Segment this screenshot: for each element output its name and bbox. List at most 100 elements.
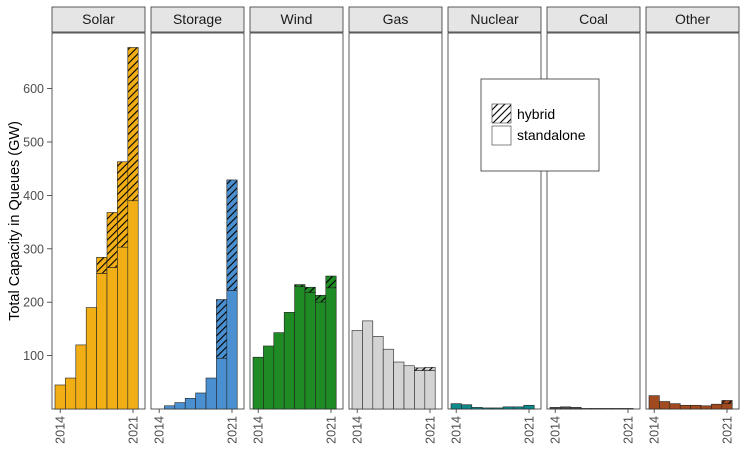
bar-storage-2016-standalone (174, 402, 186, 410)
bar-other-2016-standalone (669, 403, 681, 410)
bar-nuclear-2016-standalone (471, 407, 483, 410)
bar-solar-2019-hybrid-hatch (106, 212, 118, 268)
panel-other (645, 32, 740, 410)
y-axis-title: Total Capacity in Queues (GW) (7, 121, 23, 321)
bar-storage-2015-standalone (164, 405, 176, 410)
x-tick-label-coal-2014: 2014 (549, 416, 563, 444)
bar-gas-2021-hybrid-hatch (424, 367, 436, 371)
legend-box (480, 78, 600, 172)
x-tick-label-wind-2014: 2014 (252, 416, 266, 444)
bar-storage-2021-hybrid-hatch (226, 179, 238, 291)
y-tick-label-600: 600 (23, 82, 44, 96)
bar-nuclear-2018-standalone (492, 407, 504, 410)
bar-gas-2015-standalone (362, 320, 374, 410)
strip-wind (249, 6, 344, 33)
bar-other-2021-standalone (721, 403, 733, 410)
x-tick-label-other-2014: 2014 (648, 416, 662, 444)
strip-label-wind: Wind (281, 11, 313, 27)
x-tick-label-solar-2021: 2021 (127, 416, 141, 444)
strip-label-storage: Storage (173, 11, 222, 27)
x-tick-label-gas-2014: 2014 (351, 416, 365, 444)
bar-storage-2021-standalone (226, 290, 238, 410)
bar-nuclear-2017-standalone (481, 407, 493, 410)
x-tick-label-wind-2021: 2021 (325, 416, 339, 444)
bar-other-2021-hybrid-hatch (721, 400, 733, 404)
bar-other-2020-standalone (711, 403, 723, 410)
bar-solar-2017-standalone (85, 307, 97, 410)
strip-gas (348, 6, 443, 33)
legend: hybrid standalone (480, 78, 600, 172)
strip-solar (51, 6, 146, 33)
x-tick-label-storage-2021: 2021 (226, 416, 240, 444)
bar-wind-2018-standalone (294, 286, 306, 410)
y-tick-label-100: 100 (23, 349, 44, 363)
y-tick-label-500: 500 (23, 136, 44, 150)
bar-coal-2017-standalone (580, 408, 592, 410)
bar-other-2019-standalone (700, 405, 712, 410)
legend-key-standalone (491, 125, 512, 146)
strip-other (645, 6, 740, 33)
bar-other-2014-standalone (648, 395, 660, 410)
bar-wind-2019-hybrid-hatch (304, 286, 316, 293)
bar-wind-2014-standalone (252, 356, 264, 410)
bar-nuclear-2020-standalone (513, 406, 525, 410)
bar-gas-2020-hybrid-hatch (414, 367, 426, 371)
x-tick-label-nuclear-2014: 2014 (450, 416, 464, 444)
bar-wind-2015-standalone (263, 345, 275, 410)
bar-other-2017-standalone (679, 404, 691, 410)
bar-gas-2016-standalone (372, 336, 384, 410)
strip-coal (546, 6, 641, 33)
strip-label-gas: Gas (383, 11, 409, 27)
x-tick-label-gas-2021: 2021 (424, 416, 438, 444)
bar-coal-2019-standalone (601, 408, 613, 410)
x-tick-label-solar-2014: 2014 (54, 416, 68, 444)
legend-key-hybrid (491, 103, 512, 124)
bar-nuclear-2015-standalone (461, 404, 473, 410)
bar-other-2018-standalone (690, 404, 702, 410)
facet-panels: 100 200 300 400 500 600 Solar 2014 2021 Storage 20… (23, 6, 740, 444)
bar-wind-2019-standalone (304, 292, 316, 410)
bar-gas-2020-standalone (414, 370, 426, 410)
bar-other-2015-standalone (659, 401, 671, 410)
strip-label-nuclear: Nuclear (470, 11, 519, 27)
bar-gas-2019-standalone (403, 365, 415, 410)
bar-solar-2018-hybrid-hatch (96, 257, 108, 274)
bar-wind-2018-hybrid-hatch (294, 284, 306, 288)
bar-storage-2020-standalone (216, 357, 228, 410)
bar-solar-2016-standalone (75, 344, 87, 410)
bar-storage-2019-standalone (205, 377, 217, 410)
bar-coal-2016-standalone (570, 407, 582, 410)
bar-storage-2020-hybrid-hatch (216, 299, 228, 359)
y-tick-label-400: 400 (23, 189, 44, 203)
bar-coal-2018-standalone (591, 408, 603, 410)
bar-coal-2020-standalone (612, 408, 624, 410)
legend-label-hybrid: hybrid (517, 106, 555, 122)
bar-solar-2020-hybrid-hatch (117, 161, 129, 248)
bar-coal-2021-standalone (622, 408, 634, 410)
x-tick-label-storage-2014: 2014 (153, 416, 167, 444)
bar-nuclear-2014-standalone (450, 403, 462, 410)
strip-label-coal: Coal (579, 11, 608, 27)
bar-solar-2020-standalone (117, 246, 129, 410)
bar-wind-2021-standalone (325, 287, 337, 410)
bar-gas-2021-standalone (424, 370, 436, 410)
bar-solar-2015-standalone (65, 377, 77, 410)
y-tick-label-300: 300 (23, 242, 44, 256)
bar-solar-2014-standalone (54, 384, 66, 410)
bar-nuclear-2019-standalone (502, 406, 514, 410)
bar-wind-2020-standalone (315, 301, 327, 410)
bar-wind-2020-hybrid-hatch (315, 294, 327, 303)
y-tick-label-200: 200 (23, 296, 44, 310)
bar-solar-2019-standalone (106, 267, 118, 410)
bar-storage-2018-standalone (195, 392, 207, 410)
x-tick-label-nuclear-2021: 2021 (523, 416, 537, 444)
bar-solar-2021-hybrid-hatch (127, 47, 139, 202)
bar-solar-2018-standalone (96, 273, 108, 410)
bar-coal-2015-standalone (560, 406, 572, 410)
strip-storage (150, 6, 245, 33)
x-tick-label-other-2021: 2021 (721, 416, 735, 444)
bar-wind-2017-standalone (283, 312, 295, 410)
bar-nuclear-2021-standalone (523, 404, 535, 410)
strip-label-other: Other (675, 11, 710, 27)
